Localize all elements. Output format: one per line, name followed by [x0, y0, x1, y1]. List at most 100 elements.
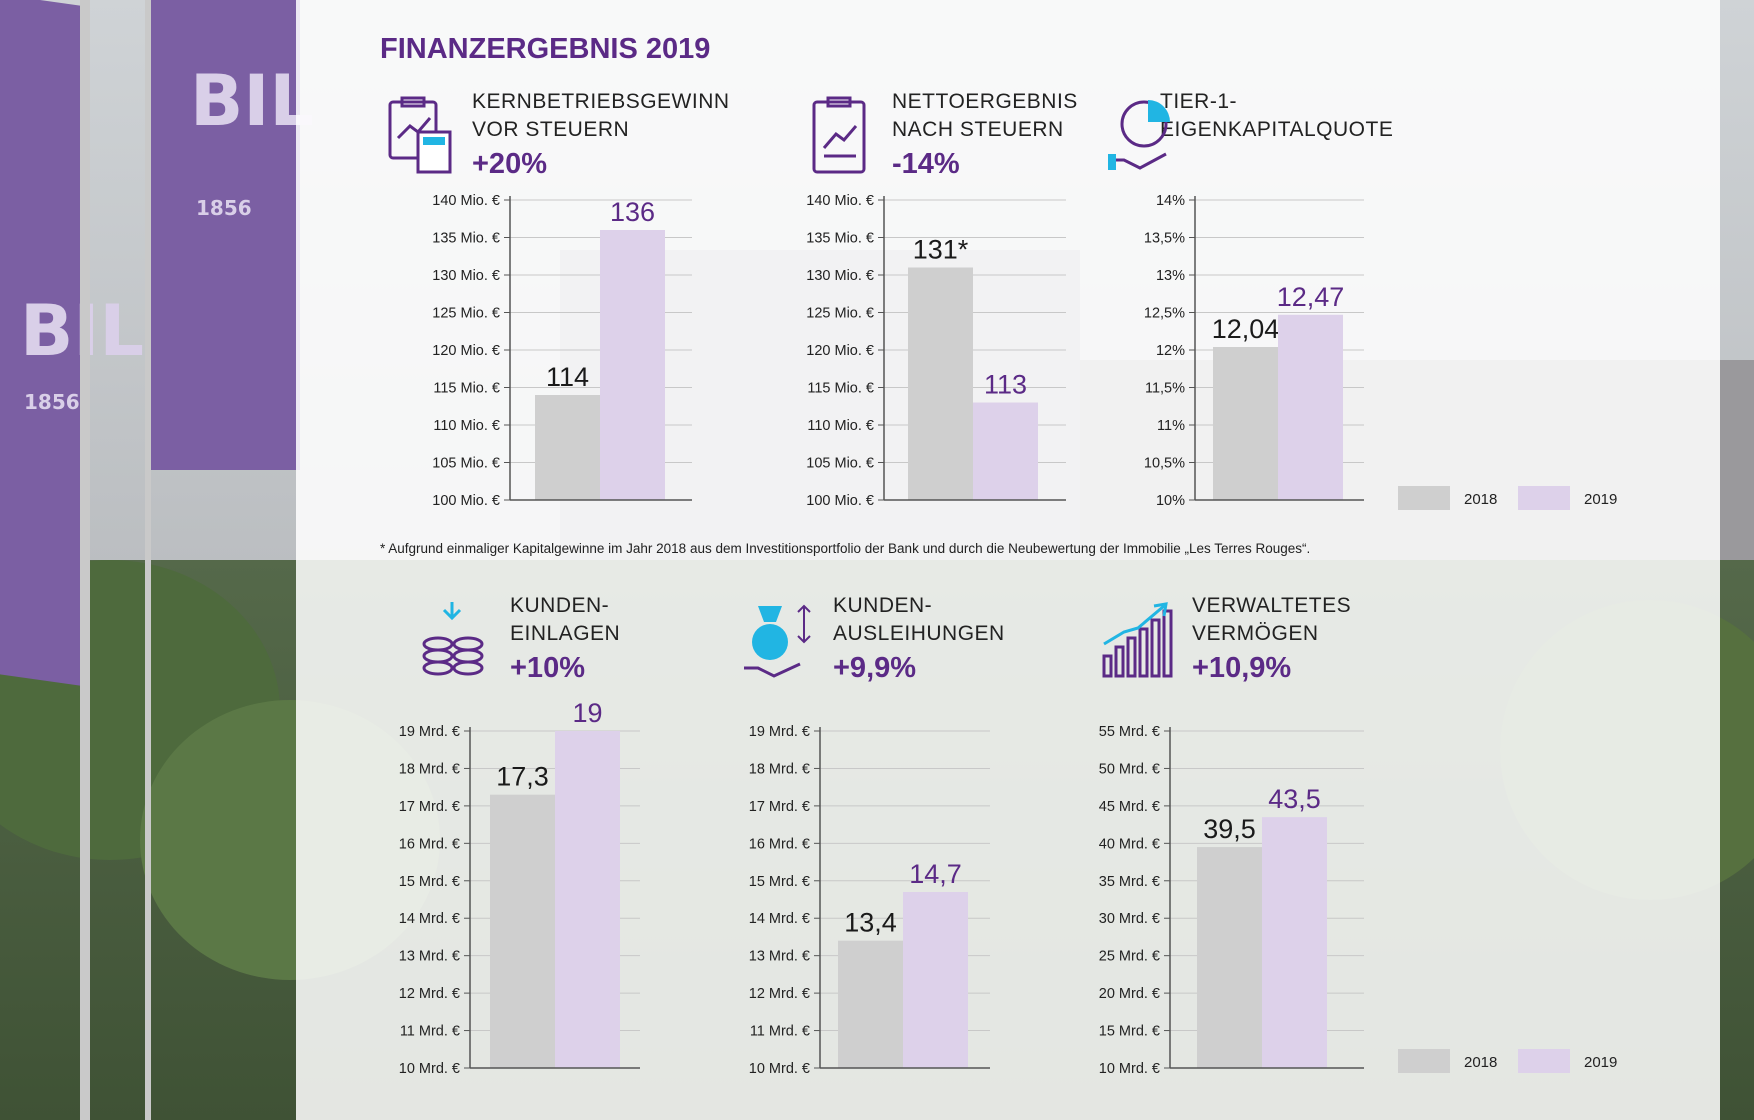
- y-tick-label: 10 Mrd. €: [1099, 1061, 1160, 1077]
- data-label-2018: 39,5: [1203, 814, 1256, 844]
- clip-shape: [826, 96, 852, 108]
- clip-shape: [400, 96, 426, 108]
- y-tick-label: 130 Mio. €: [806, 268, 874, 284]
- y-tick-label: 50 Mrd. €: [1099, 761, 1160, 777]
- trend-line: [822, 125, 858, 149]
- growth-arrow: [1103, 604, 1165, 646]
- y-tick-label: 135 Mio. €: [432, 231, 500, 247]
- legend-swatch-2019: [1518, 486, 1570, 510]
- chart-title-line: EIGENKAPITALQUOTE: [1160, 118, 1393, 141]
- y-tick-label: 140 Mio. €: [806, 193, 874, 209]
- flag-pole: [80, 0, 90, 1120]
- chart-title-line: NACH STEUERN: [892, 118, 1064, 141]
- y-tick-label: 140 Mio. €: [432, 193, 500, 209]
- y-tick-label: 11 Mrd. €: [400, 1024, 460, 1040]
- y-tick-label: 13%: [1156, 268, 1185, 284]
- growth-bar: [1138, 627, 1149, 678]
- legend-swatch-2018: [1398, 1049, 1450, 1073]
- clipboard-chart-icon: [812, 96, 866, 174]
- page-title: FINANZERGEBNIS 2019: [380, 33, 710, 65]
- clipboard-shape: [812, 100, 866, 174]
- y-tick-label: 35 Mrd. €: [1099, 874, 1160, 890]
- y-tick-label: 40 Mrd. €: [1099, 836, 1160, 852]
- money-bag-hand-icon: [744, 604, 811, 678]
- y-tick-label: 30 Mrd. €: [1099, 911, 1160, 927]
- bar-2019: [600, 230, 665, 500]
- bar-2019: [903, 892, 968, 1068]
- pie-shape: [1120, 100, 1168, 148]
- y-tick-label: 125 Mio. €: [432, 306, 500, 322]
- clipboard-shape: [388, 100, 438, 160]
- growth-bar: [1102, 654, 1113, 678]
- growth-bars-arrow-icon: [1102, 602, 1173, 678]
- hand-shape: [1112, 152, 1167, 170]
- chart-title-line: KERNBETRIEBSGEWINN: [472, 90, 730, 113]
- flag-right: [150, 0, 300, 470]
- chart-title-line: KUNDEN-: [510, 594, 609, 617]
- growth-bar: [1150, 618, 1161, 678]
- y-tick-label: 14%: [1156, 193, 1185, 209]
- coin-stack: [422, 660, 454, 676]
- y-tick-label: 125 Mio. €: [806, 306, 874, 322]
- charts: 100 Mio. € 105 Mio. € 110 Mio. € 115 Mio. €…: [399, 90, 1393, 1077]
- y-tick-label: 18 Mrd. €: [399, 761, 460, 777]
- bar-2018: [1213, 347, 1278, 500]
- flag-year: 1856: [196, 196, 252, 220]
- y-tick-label: 14 Mrd. €: [399, 911, 460, 927]
- pie-slice: [1148, 100, 1170, 122]
- y-tick-label: 11,5%: [1145, 381, 1185, 397]
- y-tick-label: 115 Mio. €: [433, 381, 500, 397]
- chart-1: 100 Mio. € 105 Mio. € 110 Mio. € 115 Mio. €…: [806, 90, 1078, 509]
- bar-2018: [838, 940, 903, 1068]
- calculator-screen: [423, 137, 445, 145]
- y-tick-label: 45 Mrd. €: [1099, 799, 1160, 815]
- coin-stack: [422, 636, 454, 652]
- data-label-2018: 114: [546, 362, 589, 392]
- change-percent: -14%: [892, 148, 960, 180]
- chart-title-line: VERMÖGEN: [1192, 622, 1319, 645]
- chart-3: 10 Mrd. € 11 Mrd. € 12 Mrd. € 13 Mrd. € 14 M…: [399, 594, 640, 1077]
- y-tick-label: 110 Mio. €: [433, 418, 500, 434]
- chart-title-line: VOR STEUERN: [472, 118, 629, 141]
- up-down-arrow: [797, 604, 811, 644]
- growth-bar: [1114, 645, 1125, 678]
- y-tick-label: 12%: [1156, 343, 1185, 359]
- y-tick-label: 55 Mrd. €: [1099, 724, 1160, 740]
- y-tick-label: 13 Mrd. €: [749, 949, 810, 965]
- growth-bar: [1162, 609, 1173, 678]
- y-tick-label: 120 Mio. €: [806, 343, 874, 359]
- growth-bar: [1126, 636, 1137, 678]
- y-tick-label: 105 Mio. €: [432, 456, 500, 472]
- chart-title-line: NETTOERGEBNIS: [892, 90, 1078, 113]
- trend-line: [396, 117, 432, 140]
- y-tick-label: 10,5%: [1144, 456, 1185, 472]
- chart-5: 10 Mrd. € 15 Mrd. € 20 Mrd. € 25 Mrd. € 30 M…: [1099, 594, 1364, 1077]
- y-tick-label: 10%: [1156, 493, 1185, 509]
- chart-title-line: AUSLEIHUNGEN: [833, 622, 1005, 645]
- icons: [388, 96, 1173, 678]
- chart-title-line: VERWALTETES: [1192, 594, 1351, 617]
- chart-0: 100 Mio. € 105 Mio. € 110 Mio. € 115 Mio. €…: [432, 90, 729, 509]
- y-tick-label: 115 Mio. €: [807, 381, 874, 397]
- y-tick-label: 135 Mio. €: [806, 231, 874, 247]
- y-tick-label: 18 Mrd. €: [749, 761, 810, 777]
- bar-2019: [555, 731, 620, 1068]
- y-tick-label: 105 Mio. €: [806, 456, 874, 472]
- data-label-2019: 14,7: [909, 859, 962, 889]
- data-label-2019: 136: [610, 197, 655, 227]
- y-tick-label: 10 Mrd. €: [749, 1061, 810, 1077]
- flag-pole: [145, 0, 151, 1120]
- y-tick-label: 16 Mrd. €: [399, 836, 460, 852]
- coin-stack: [452, 636, 484, 652]
- bar-2018: [535, 395, 600, 500]
- data-label-2018: 13,4: [844, 908, 897, 938]
- data-label-2019: 12,47: [1277, 282, 1345, 312]
- y-tick-label: 11 Mrd. €: [750, 1024, 810, 1040]
- bar-2019: [973, 402, 1038, 500]
- chart-title-line: TIER-1-: [1160, 90, 1237, 113]
- data-label-2019: 43,5: [1268, 784, 1321, 814]
- y-tick-label: 14 Mrd. €: [749, 911, 810, 927]
- legend-label-2018: 2018: [1464, 491, 1497, 508]
- y-tick-label: 19 Mrd. €: [749, 724, 810, 740]
- y-tick-label: 100 Mio. €: [432, 493, 500, 509]
